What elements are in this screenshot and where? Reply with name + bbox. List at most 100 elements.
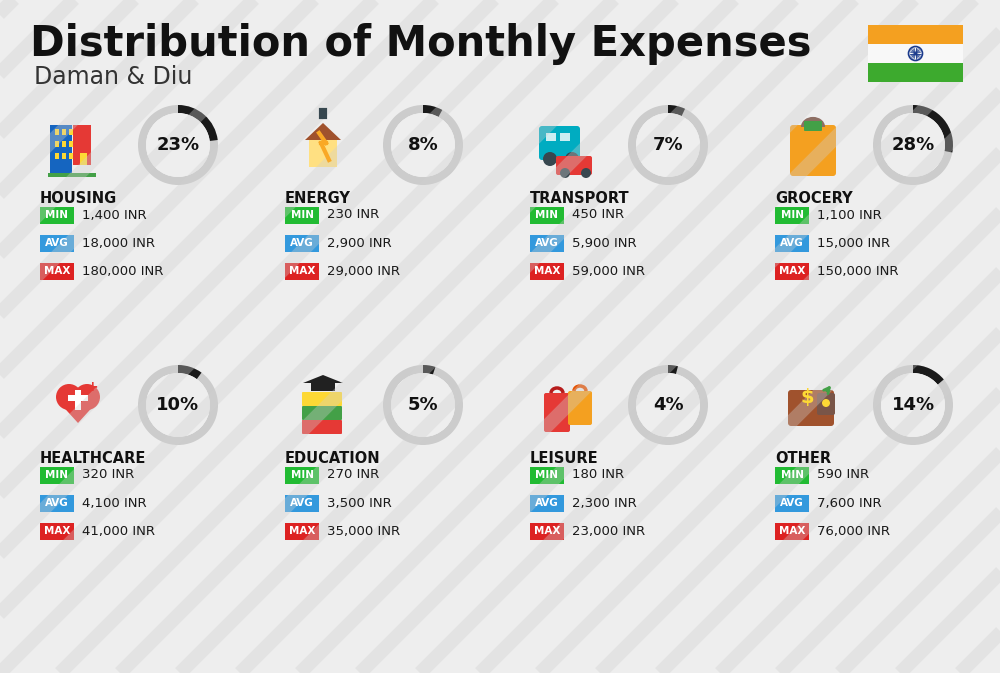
- FancyBboxPatch shape: [775, 234, 809, 252]
- Wedge shape: [873, 365, 953, 445]
- FancyBboxPatch shape: [804, 121, 822, 131]
- Wedge shape: [628, 365, 708, 445]
- Text: 590 INR: 590 INR: [817, 468, 869, 481]
- Circle shape: [146, 113, 210, 177]
- Wedge shape: [383, 365, 463, 445]
- Text: 23,000 INR: 23,000 INR: [572, 524, 645, 538]
- FancyBboxPatch shape: [868, 25, 963, 44]
- Wedge shape: [913, 365, 944, 384]
- FancyBboxPatch shape: [556, 156, 592, 175]
- FancyBboxPatch shape: [69, 141, 73, 147]
- FancyBboxPatch shape: [285, 466, 319, 483]
- FancyBboxPatch shape: [55, 141, 59, 147]
- FancyBboxPatch shape: [69, 153, 73, 159]
- Circle shape: [581, 168, 591, 178]
- Text: 150,000 INR: 150,000 INR: [817, 264, 898, 277]
- FancyBboxPatch shape: [55, 153, 59, 159]
- Text: MIN: MIN: [536, 470, 558, 480]
- Circle shape: [543, 152, 557, 166]
- Wedge shape: [138, 365, 218, 445]
- FancyBboxPatch shape: [73, 125, 91, 165]
- Text: LEISURE: LEISURE: [530, 451, 599, 466]
- Text: AVG: AVG: [290, 498, 314, 508]
- Text: 450 INR: 450 INR: [572, 209, 624, 221]
- FancyBboxPatch shape: [40, 262, 74, 279]
- Wedge shape: [423, 105, 442, 117]
- FancyBboxPatch shape: [530, 495, 564, 511]
- FancyBboxPatch shape: [62, 129, 66, 135]
- Text: HEALTHCARE: HEALTHCARE: [40, 451, 146, 466]
- FancyBboxPatch shape: [309, 140, 337, 167]
- FancyBboxPatch shape: [544, 393, 570, 432]
- FancyBboxPatch shape: [775, 262, 809, 279]
- FancyBboxPatch shape: [539, 126, 580, 160]
- Circle shape: [881, 373, 945, 437]
- Text: AVG: AVG: [780, 238, 804, 248]
- Wedge shape: [873, 105, 953, 185]
- FancyBboxPatch shape: [75, 390, 81, 410]
- Text: MAX: MAX: [779, 266, 805, 276]
- Text: AVG: AVG: [535, 498, 559, 508]
- Text: MIN: MIN: [46, 210, 68, 220]
- FancyBboxPatch shape: [40, 234, 74, 252]
- Text: 5%: 5%: [408, 396, 438, 414]
- FancyBboxPatch shape: [530, 207, 564, 223]
- Text: 3,500 INR: 3,500 INR: [327, 497, 392, 509]
- FancyBboxPatch shape: [50, 125, 72, 175]
- Text: EDUCATION: EDUCATION: [285, 451, 381, 466]
- Text: MIN: MIN: [780, 470, 804, 480]
- Text: 18,000 INR: 18,000 INR: [82, 236, 155, 250]
- Text: MAX: MAX: [44, 266, 70, 276]
- Text: 2,900 INR: 2,900 INR: [327, 236, 392, 250]
- Circle shape: [881, 113, 945, 177]
- FancyBboxPatch shape: [285, 234, 319, 252]
- Text: 10%: 10%: [156, 396, 200, 414]
- Wedge shape: [383, 105, 463, 185]
- Text: AVG: AVG: [290, 238, 314, 248]
- FancyBboxPatch shape: [62, 153, 66, 159]
- Text: 59,000 INR: 59,000 INR: [572, 264, 645, 277]
- Text: +: +: [86, 380, 98, 394]
- FancyBboxPatch shape: [302, 406, 342, 420]
- Text: 7%: 7%: [653, 136, 683, 154]
- FancyBboxPatch shape: [40, 522, 74, 540]
- Text: MAX: MAX: [779, 526, 805, 536]
- FancyBboxPatch shape: [775, 495, 809, 511]
- FancyBboxPatch shape: [775, 466, 809, 483]
- Text: MAX: MAX: [534, 526, 560, 536]
- Text: Distribution of Monthly Expenses: Distribution of Monthly Expenses: [30, 23, 812, 65]
- Text: GROCERY: GROCERY: [775, 191, 853, 206]
- Circle shape: [636, 113, 700, 177]
- FancyBboxPatch shape: [775, 207, 809, 223]
- Wedge shape: [668, 365, 678, 374]
- Text: 35,000 INR: 35,000 INR: [327, 524, 400, 538]
- Text: 29,000 INR: 29,000 INR: [327, 264, 400, 277]
- Text: 15,000 INR: 15,000 INR: [817, 236, 890, 250]
- Text: ENERGY: ENERGY: [285, 191, 351, 206]
- Wedge shape: [913, 105, 953, 153]
- Text: 320 INR: 320 INR: [82, 468, 134, 481]
- Text: MAX: MAX: [289, 526, 315, 536]
- Circle shape: [560, 168, 570, 178]
- Wedge shape: [668, 105, 685, 116]
- Text: TRANSPORT: TRANSPORT: [530, 191, 630, 206]
- Circle shape: [56, 384, 82, 410]
- FancyBboxPatch shape: [285, 207, 319, 223]
- FancyBboxPatch shape: [302, 420, 342, 434]
- Wedge shape: [178, 365, 202, 379]
- Text: 4%: 4%: [653, 396, 683, 414]
- FancyBboxPatch shape: [560, 133, 570, 141]
- FancyBboxPatch shape: [790, 125, 836, 176]
- Text: 180,000 INR: 180,000 INR: [82, 264, 163, 277]
- FancyBboxPatch shape: [40, 207, 74, 223]
- Text: AVG: AVG: [535, 238, 559, 248]
- Text: 14%: 14%: [891, 396, 935, 414]
- Text: OTHER: OTHER: [775, 451, 831, 466]
- FancyBboxPatch shape: [40, 466, 74, 483]
- FancyBboxPatch shape: [568, 391, 592, 425]
- Circle shape: [565, 152, 579, 166]
- Text: $: $: [800, 388, 814, 406]
- FancyBboxPatch shape: [530, 466, 564, 483]
- FancyBboxPatch shape: [311, 383, 335, 391]
- Text: 4,100 INR: 4,100 INR: [82, 497, 147, 509]
